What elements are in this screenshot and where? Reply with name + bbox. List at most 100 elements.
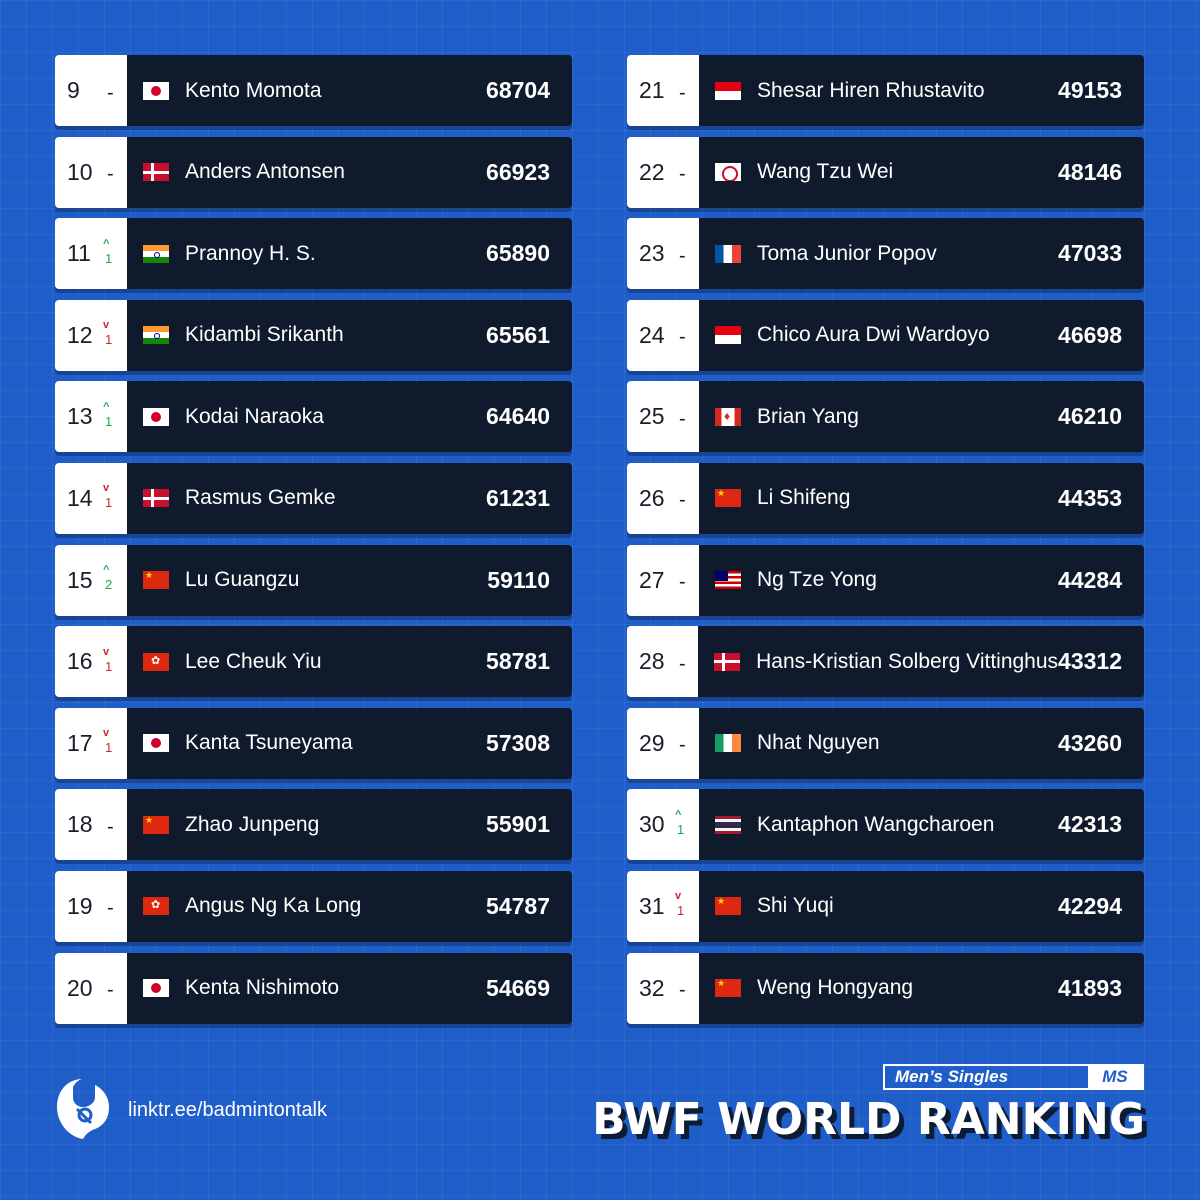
rank-number: 25 <box>639 403 665 430</box>
rank-number: 10 <box>67 158 93 185</box>
player-info: Kodai Naraoka 64640 <box>127 381 572 453</box>
player-info: Weng Hongyang 41893 <box>699 952 1144 1024</box>
rank-number: 26 <box>639 484 665 511</box>
player-name: Kantaphon Wangcharoen <box>757 812 995 836</box>
player-points: 58781 <box>486 648 550 675</box>
rank-change: - <box>673 157 695 187</box>
player-name: Lee Cheuk Yiu <box>185 649 322 673</box>
chevron-down-icon: v <box>103 645 110 658</box>
player-info: Kidambi Srikanth 65561 <box>127 299 572 371</box>
rank-change-value: 1 <box>105 495 113 511</box>
category-badge: Men’s Singles MS <box>883 1064 1144 1090</box>
ranking-row: 25- Brian Yang 46210 <box>627 381 1144 453</box>
shuttlecock-logo-icon <box>57 1079 109 1139</box>
player-points: 44284 <box>1058 566 1122 593</box>
player-points: 66923 <box>486 158 550 185</box>
player-info: Lee Cheuk Yiu 58781 <box>127 626 572 698</box>
rank-change: - <box>673 239 695 269</box>
rank-change-value: 1 <box>677 903 685 919</box>
rank-change-value: 1 <box>105 740 113 756</box>
rank-number: 28 <box>639 648 665 675</box>
rank-cell: 24- <box>627 299 699 371</box>
rank-number: 12 <box>67 321 93 348</box>
rank-change: - <box>673 402 695 432</box>
flag-jp-icon <box>143 734 169 753</box>
flag-jp-icon <box>143 979 169 998</box>
rank-cell: 9- <box>55 55 127 126</box>
rank-change-value: - <box>107 979 114 1002</box>
flag-tw-icon <box>715 163 741 182</box>
rank-change-value: 1 <box>105 658 113 674</box>
rank-number: 16 <box>67 648 93 675</box>
player-points: 65890 <box>486 240 550 267</box>
player-points: 65561 <box>486 321 550 348</box>
ranking-row: 20- Kenta Nishimoto 54669 <box>55 952 572 1024</box>
rank-cell: 32- <box>627 952 699 1024</box>
ranking-row: 28- Hans-Kristian Solberg Vittinghus 43312 <box>627 626 1144 698</box>
player-name: Angus Ng Ka Long <box>185 894 362 918</box>
player-name: Lu Guangzu <box>185 568 300 592</box>
chevron-down-icon: v <box>103 482 110 495</box>
rank-cell: 20- <box>55 952 127 1024</box>
player-name: Brian Yang <box>757 404 859 428</box>
rank-change-value: 1 <box>105 332 113 348</box>
rank-change-value: - <box>107 81 114 104</box>
player-points: 64640 <box>486 403 550 430</box>
rank-number: 32 <box>639 974 665 1001</box>
player-name: Nhat Nguyen <box>757 731 880 755</box>
player-points: 48146 <box>1058 158 1122 185</box>
rank-change: ^ 1 <box>673 809 695 840</box>
rank-change-value: - <box>679 407 686 430</box>
flag-id-icon <box>715 326 741 345</box>
rank-cell: 17 v 1 <box>55 707 127 779</box>
rank-change-value: - <box>679 244 686 267</box>
rank-change-value: 1 <box>105 250 113 266</box>
ranking-row: 23- Toma Junior Popov 47033 <box>627 218 1144 290</box>
flag-jp-icon <box>143 81 169 100</box>
rank-change-value: 1 <box>677 821 685 837</box>
flag-dk-icon <box>143 163 169 182</box>
rank-cell: 25- <box>627 381 699 453</box>
player-info: Zhao Junpeng 55901 <box>127 789 572 861</box>
player-info: Shi Yuqi 42294 <box>699 870 1144 942</box>
rank-change-value: 1 <box>105 413 113 429</box>
player-info: Brian Yang 46210 <box>699 381 1144 453</box>
player-info: Hans-Kristian Solberg Vittinghus 43312 <box>698 626 1144 698</box>
player-points: 44353 <box>1058 484 1122 511</box>
rank-change: - <box>673 973 695 1003</box>
rank-change: - <box>101 810 123 840</box>
player-name: Kanta Tsuneyama <box>185 731 353 755</box>
flag-id-icon <box>715 81 741 100</box>
ranking-row: 24- Chico Aura Dwi Wardoyo 46698 <box>627 299 1144 371</box>
rank-cell: 14 v 1 <box>55 462 127 534</box>
player-points: 54669 <box>486 974 550 1001</box>
rank-number: 24 <box>639 321 665 348</box>
player-info: Kento Momota 68704 <box>127 55 572 126</box>
rank-cell: 22- <box>627 136 699 208</box>
flag-in-icon <box>143 244 169 263</box>
player-name: Kodai Naraoka <box>185 404 324 428</box>
flag-cn-icon <box>143 571 169 590</box>
player-name: Hans-Kristian Solberg Vittinghus <box>756 649 1059 673</box>
ranking-row: 13 ^ 1 Kodai Naraoka 64640 <box>55 381 572 453</box>
chevron-down-icon: v <box>103 727 110 740</box>
ranking-row: 30 ^ 1 Kantaphon Wangcharoen 42313 <box>627 789 1144 861</box>
rank-change-value: 2 <box>105 577 113 593</box>
chevron-up-icon: ^ <box>103 400 110 413</box>
chevron-down-icon: v <box>103 319 110 332</box>
chevron-down-icon: v <box>675 890 682 903</box>
ranking-row: 19- Angus Ng Ka Long 54787 <box>55 870 572 942</box>
player-points: 59110 <box>487 566 550 593</box>
linktree-link[interactable]: linktr.ee/badmintontalk <box>128 1099 328 1121</box>
rank-number: 15 <box>67 566 93 593</box>
ranking-row: 26- Li Shifeng 44353 <box>627 462 1144 534</box>
player-info: Kantaphon Wangcharoen 42313 <box>699 789 1144 861</box>
player-name: Toma Junior Popov <box>757 241 937 265</box>
rank-change-value: - <box>679 571 686 594</box>
ranking-row: 27- Ng Tze Yong 44284 <box>627 544 1144 616</box>
player-info: Shesar Hiren Rhustavito 49153 <box>699 55 1144 126</box>
player-name: Shi Yuqi <box>757 894 834 918</box>
